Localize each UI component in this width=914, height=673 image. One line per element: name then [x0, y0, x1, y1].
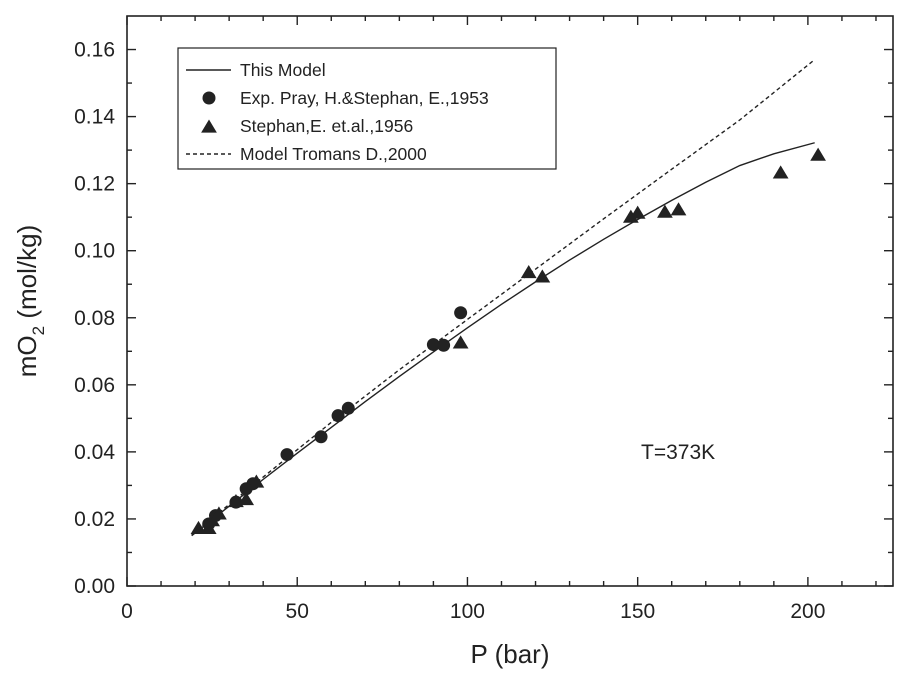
- data-point-triangle: [211, 506, 227, 520]
- legend-label: Model Tromans D.,2000: [240, 144, 427, 164]
- y-axis-label-subscript: 2: [29, 326, 48, 335]
- data-point-circle: [314, 430, 328, 444]
- y-tick-label: 0.02: [74, 508, 115, 531]
- data-point-triangle: [670, 202, 687, 216]
- series-tromans-model-line: [191, 59, 816, 536]
- x-tick-label: 150: [620, 600, 655, 623]
- y-axis-label-unit: (mol/kg): [12, 225, 42, 326]
- data-point-triangle: [248, 474, 265, 488]
- data-point-triangle: [534, 269, 551, 283]
- data-point-triangle: [810, 147, 826, 161]
- data-point-triangle: [657, 204, 673, 218]
- data-point-triangle: [520, 265, 537, 279]
- y-tick-label: 0.16: [74, 39, 115, 62]
- data-point-circle: [341, 401, 355, 415]
- data-point-triangle: [200, 520, 217, 534]
- x-tick-label: 50: [286, 600, 309, 623]
- y-tick-label: 0.10: [74, 240, 115, 263]
- series-this-model-line: [191, 142, 815, 537]
- data-point-circle: [437, 338, 451, 352]
- legend-label: Stephan,E. et.al.,1956: [240, 116, 413, 136]
- data-point-triangle: [238, 491, 255, 506]
- data-point-triangle: [190, 520, 207, 534]
- y-tick-label: 0.14: [74, 106, 115, 129]
- data-point-circle: [454, 306, 468, 320]
- plot-frame: [126, 15, 894, 587]
- legend-triangle-symbol: [201, 119, 217, 133]
- y-axis-label-main: mO: [12, 335, 42, 377]
- y-tick-label: 0.00: [74, 575, 115, 598]
- legend-circle-symbol: [202, 91, 216, 105]
- x-tick-label: 0: [121, 600, 133, 623]
- data-point-triangle: [629, 205, 646, 219]
- data-point-triangle: [772, 165, 789, 179]
- data-point-circle: [426, 338, 440, 352]
- x-tick-label: 200: [790, 600, 825, 623]
- x-tick-label: 100: [450, 600, 485, 623]
- legend-box: [177, 47, 557, 170]
- data-point-triangle: [452, 335, 469, 349]
- legend: This Model Exp. Pray, H.&Stephan, E.,1953…: [177, 47, 557, 170]
- data-point-triangle: [204, 513, 220, 527]
- data-point-circle: [280, 448, 294, 462]
- y-tick-label: 0.04: [74, 441, 115, 464]
- series-curves: [191, 59, 816, 537]
- data-point-circle: [331, 409, 345, 423]
- temperature-annotation: T=373K: [641, 441, 715, 464]
- y-tick-label: 0.08: [74, 307, 115, 330]
- y-tick-label: 0.06: [74, 374, 115, 397]
- tick-labels: 0 50 100 150 200 0.00 0.02 0.04 0.06 0.08 0.10 0.12…: [74, 39, 825, 623]
- y-axis-label: mO2 (mol/kg): [12, 225, 48, 377]
- legend-label: This Model: [240, 60, 326, 80]
- data-point-triangle: [622, 209, 639, 223]
- series-markers: [190, 147, 826, 534]
- y-tick-label: 0.12: [74, 173, 115, 196]
- x-axis-label: P (bar): [471, 639, 550, 669]
- legend-label: Exp. Pray, H.&Stephan, E.,1953: [240, 88, 489, 108]
